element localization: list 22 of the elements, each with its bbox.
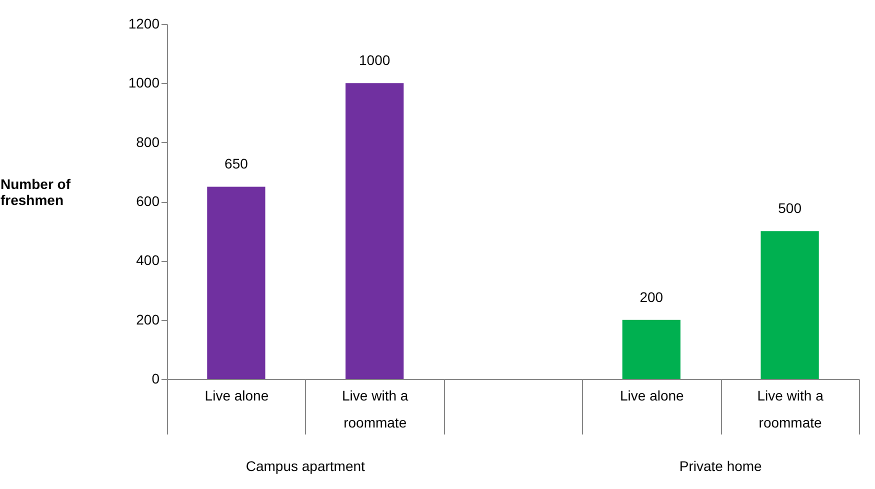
y-axis-title: Number of freshmen <box>0 176 71 208</box>
bar <box>207 186 266 379</box>
y-tick-label: 1000 <box>128 74 160 91</box>
bar <box>346 83 404 379</box>
bar <box>760 231 819 379</box>
text: Private home <box>679 458 762 474</box>
y-tick-label: 600 <box>136 193 160 209</box>
y-tick-label: 1200 <box>128 16 160 32</box>
x-tick-label: Live with a roommate <box>757 388 824 430</box>
text: Campus apartment <box>246 458 366 474</box>
data-label: 500 <box>778 200 802 216</box>
data-label: 1000 <box>359 52 390 68</box>
y-tick-label: 800 <box>136 134 160 150</box>
data-label: 200 <box>640 288 664 305</box>
y-tick-label: 0 <box>152 370 160 386</box>
x-tick-label: Live alone <box>620 388 684 404</box>
x-tick-label: Live alone <box>204 388 269 404</box>
x-tick-label: Live with a roommate <box>342 388 408 430</box>
bar <box>622 320 680 379</box>
y-tick-label: 400 <box>136 252 160 268</box>
data-label: 650 <box>224 156 248 172</box>
y-tick-label: 200 <box>136 311 160 328</box>
